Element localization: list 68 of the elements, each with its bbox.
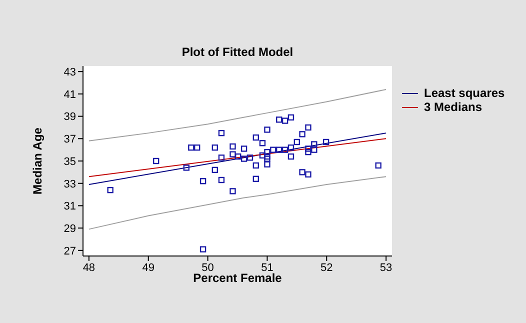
legend-label: 3 Medians — [424, 100, 482, 114]
point — [252, 176, 260, 182]
point — [183, 164, 190, 171]
point — [230, 188, 236, 194]
point — [230, 151, 236, 158]
point — [264, 126, 270, 133]
x-tick-label: 49 — [142, 262, 154, 274]
y-tick-label: 31 — [64, 200, 76, 213]
point — [218, 154, 225, 161]
chart-title: Plot of Fitted Model — [180, 45, 294, 59]
point — [305, 124, 312, 131]
point — [107, 186, 114, 194]
y-tick-label: 29 — [64, 222, 76, 235]
point — [322, 138, 330, 146]
point — [299, 169, 306, 176]
line-series — [88, 176, 387, 230]
point — [288, 153, 294, 160]
point — [311, 146, 318, 153]
point — [218, 176, 225, 184]
point — [282, 146, 288, 153]
point — [276, 146, 282, 153]
point — [218, 130, 225, 136]
point — [276, 116, 282, 123]
point — [200, 246, 206, 252]
point — [311, 141, 318, 148]
point — [234, 153, 242, 160]
point — [246, 154, 254, 161]
y-tick-label: 37 — [64, 134, 76, 146]
x-tick-label: 48 — [82, 262, 96, 274]
point — [305, 148, 312, 156]
point — [294, 138, 300, 146]
point — [252, 162, 260, 169]
y-tick-label: 33 — [64, 178, 76, 190]
point — [282, 118, 288, 124]
x-tick-label: 53 — [380, 262, 392, 274]
x-tick-label: 50 — [202, 262, 214, 274]
point — [212, 144, 218, 151]
x-tick-label: 51 — [261, 262, 274, 274]
y-tick-label: 43 — [64, 66, 76, 78]
point — [200, 178, 206, 184]
y-tick-label: 39 — [64, 111, 76, 124]
point — [230, 143, 236, 150]
point — [240, 146, 248, 152]
point — [305, 171, 312, 178]
point — [240, 156, 248, 162]
point — [299, 131, 306, 138]
y-tick-label: 35 — [64, 156, 76, 168]
x-axis-title: Percent Female — [193, 271, 282, 285]
point — [259, 140, 266, 146]
y-axis-title: Median Age — [30, 127, 44, 194]
x-tick-label: 52 — [320, 262, 333, 274]
point — [194, 144, 200, 151]
point — [188, 144, 194, 151]
line-series — [88, 88, 387, 142]
point — [212, 166, 218, 174]
point — [252, 134, 260, 141]
point — [288, 144, 294, 151]
point — [305, 146, 312, 152]
point — [264, 148, 270, 156]
y-tick-label: 27 — [64, 245, 76, 258]
point — [152, 158, 160, 164]
point — [264, 161, 270, 168]
point — [375, 162, 382, 169]
point — [259, 152, 266, 159]
point — [270, 146, 276, 153]
y-tick-label: 41 — [64, 88, 76, 101]
legend-label: Least squares — [424, 86, 505, 100]
point — [288, 114, 294, 121]
